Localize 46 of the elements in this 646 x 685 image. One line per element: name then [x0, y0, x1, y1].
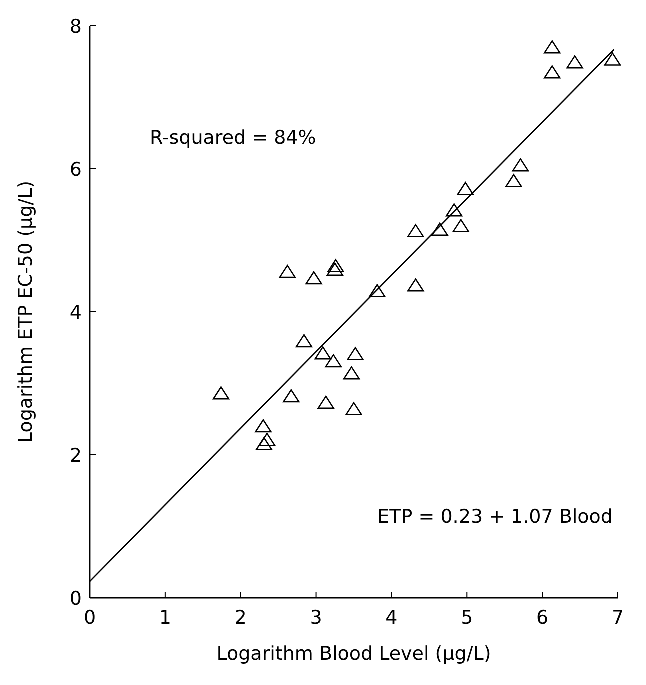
point — [446, 204, 463, 217]
point — [408, 224, 424, 238]
x-tick-label: 5 — [461, 607, 474, 629]
x-tick-label: 0 — [84, 607, 96, 629]
point — [452, 219, 470, 232]
annotation: ETP = 0.23 + 1.07 Blood — [378, 506, 613, 528]
point — [604, 52, 622, 66]
point — [325, 354, 342, 368]
point — [343, 366, 360, 380]
x-axis-title: Logarithm Blood Level (µg/L) — [216, 643, 492, 665]
point — [279, 265, 296, 278]
point — [255, 419, 272, 433]
point — [256, 437, 273, 451]
point — [432, 222, 448, 236]
x-tick-label: 7 — [612, 607, 624, 629]
point — [369, 284, 386, 298]
x-tick-label: 1 — [159, 607, 172, 629]
point — [512, 158, 530, 172]
y-axis-title: Logarithm ETP EC-50 (µg/L) — [15, 180, 37, 444]
point — [347, 347, 364, 360]
y-tick-label: 8 — [70, 16, 82, 38]
point — [258, 433, 276, 446]
point — [544, 66, 561, 79]
x-tick-label: 3 — [310, 607, 322, 629]
point — [314, 346, 332, 360]
y-tick-label: 0 — [70, 588, 82, 610]
point — [566, 56, 584, 69]
point — [346, 402, 362, 416]
x-tick-label: 6 — [536, 607, 549, 629]
y-tick-label: 2 — [70, 445, 82, 467]
point — [318, 396, 334, 410]
point — [283, 389, 300, 403]
y-tick-label: 4 — [70, 302, 82, 324]
point — [296, 334, 313, 348]
x-tick-label: 4 — [386, 607, 398, 629]
point — [326, 262, 344, 276]
point — [408, 278, 424, 292]
point — [328, 259, 344, 273]
point — [457, 182, 474, 196]
point — [544, 40, 561, 54]
x-tick-label: 2 — [234, 607, 247, 629]
annotation: R-squared = 84% — [150, 127, 316, 149]
point — [506, 174, 522, 188]
point — [306, 271, 322, 285]
y-tick-label: 6 — [70, 159, 82, 181]
point — [212, 386, 230, 400]
